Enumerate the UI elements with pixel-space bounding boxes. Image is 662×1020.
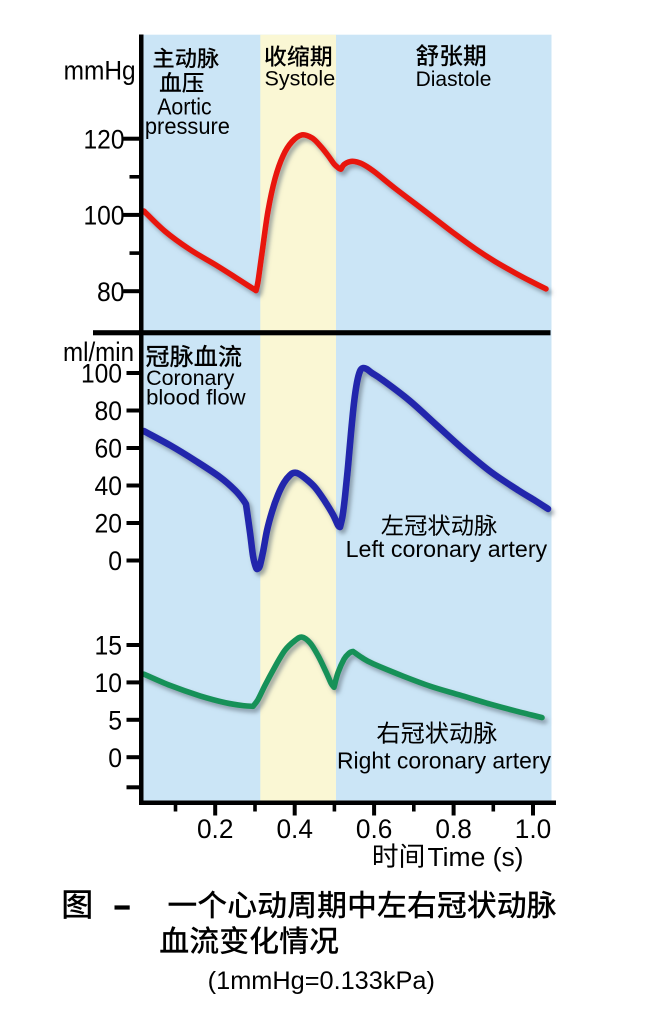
svg-text:80: 80 [95, 396, 123, 426]
svg-text:20: 20 [95, 509, 123, 539]
svg-text:Aortic: Aortic [157, 94, 212, 120]
svg-text:Coronary: Coronary [146, 366, 235, 390]
svg-text:100: 100 [84, 201, 125, 231]
svg-text:mmHg: mmHg [64, 56, 136, 86]
svg-text:100: 100 [81, 359, 122, 389]
svg-text:0.4: 0.4 [276, 814, 313, 844]
svg-text:Diastole: Diastole [416, 68, 492, 91]
svg-text:0.8: 0.8 [435, 814, 472, 844]
svg-text:15: 15 [95, 631, 123, 661]
svg-text:(1mmHg=0.133kPa): (1mmHg=0.133kPa) [208, 967, 435, 995]
svg-text:5: 5 [108, 705, 122, 735]
svg-text:40: 40 [95, 471, 123, 501]
svg-text:0.6: 0.6 [356, 814, 393, 844]
svg-text:60: 60 [95, 434, 123, 464]
svg-text:0: 0 [108, 743, 122, 773]
svg-text:Left coronary artery: Left coronary artery [346, 536, 548, 562]
svg-text:1.0: 1.0 [515, 814, 552, 844]
svg-text:Right coronary artery: Right coronary artery [337, 747, 551, 773]
svg-text:10: 10 [95, 668, 123, 698]
svg-text:Systole: Systole [265, 68, 336, 91]
svg-text:120: 120 [84, 124, 125, 154]
svg-text:blood flow: blood flow [146, 385, 246, 409]
svg-text:pressure: pressure [145, 113, 230, 139]
svg-text:0: 0 [108, 546, 122, 576]
svg-text:80: 80 [97, 277, 125, 307]
svg-text:Time (s): Time (s) [428, 844, 524, 872]
svg-text:0.2: 0.2 [197, 814, 234, 844]
svg-text:ml/min: ml/min [63, 337, 134, 367]
